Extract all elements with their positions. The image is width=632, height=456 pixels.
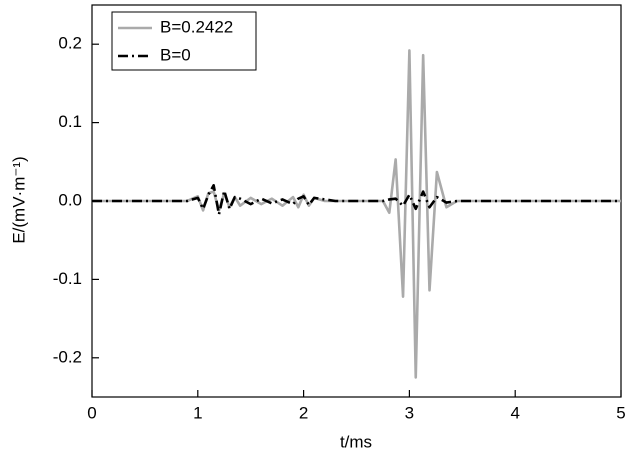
y-axis-label: E/(mV·m⁻¹): [9, 156, 28, 243]
x-tick-label: 3: [405, 403, 414, 422]
x-tick-label: 5: [616, 403, 625, 422]
series-line: [92, 184, 621, 216]
y-tick-label: -0.2: [53, 347, 82, 366]
y-tick-label: 0.2: [58, 34, 82, 53]
y-tick-label: 0.1: [58, 112, 82, 131]
x-tick-label: 1: [193, 403, 202, 422]
y-tick-label: 0.0: [58, 190, 82, 209]
x-axis-label: t/ms: [340, 432, 372, 451]
legend-label: B=0.2422: [160, 17, 233, 36]
series-line: [92, 49, 621, 379]
x-tick-label: 2: [299, 403, 308, 422]
x-tick-label: 4: [510, 403, 519, 422]
legend-label: B=0: [160, 45, 191, 64]
x-tick-label: 0: [87, 403, 96, 422]
legend-box: [111, 11, 257, 71]
y-tick-label: -0.1: [53, 269, 82, 288]
